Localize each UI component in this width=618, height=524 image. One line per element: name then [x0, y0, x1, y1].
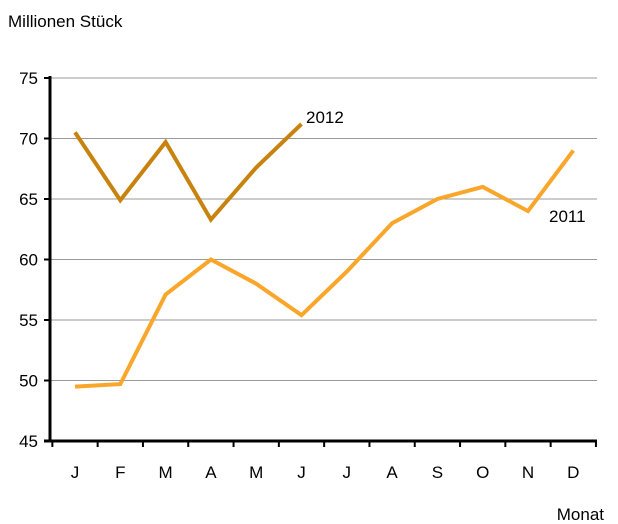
y-tick-label: 70	[19, 130, 38, 149]
y-axis-label: Millionen Stück	[8, 12, 123, 31]
x-tick-label: M	[249, 463, 263, 482]
x-tick-label: J	[71, 463, 80, 482]
series-label-2011: 2011	[549, 207, 586, 226]
x-tick-label: N	[522, 463, 534, 482]
x-tick-label: A	[205, 463, 217, 482]
x-tick-label: D	[567, 463, 579, 482]
x-axis-label: Monat	[557, 505, 605, 524]
y-tick-label: 45	[19, 432, 38, 451]
y-tick-label: 75	[19, 69, 38, 88]
grid-lines	[50, 77, 597, 381]
y-tick-labels: 45 50 55 60 65 70 75	[19, 69, 38, 451]
series-lines	[73, 122, 575, 389]
x-tick-label: F	[115, 463, 125, 482]
x-tick-label: J	[297, 463, 306, 482]
x-tick-label: O	[476, 463, 489, 482]
y-tick-label: 55	[19, 311, 38, 330]
series-line-2012	[73, 122, 303, 224]
axes	[44, 76, 597, 447]
x-tick-label: S	[432, 463, 443, 482]
y-tick-label: 60	[19, 251, 38, 270]
x-tick-label: M	[159, 463, 173, 482]
series-label-2012: 2012	[306, 108, 344, 127]
series-labels: 2012 2011	[306, 108, 586, 226]
series-line-2011	[74, 149, 575, 389]
x-tick-label: A	[386, 463, 398, 482]
y-tick-label: 65	[19, 190, 38, 209]
x-tick-label: J	[343, 463, 352, 482]
y-tick-label: 50	[19, 372, 38, 391]
